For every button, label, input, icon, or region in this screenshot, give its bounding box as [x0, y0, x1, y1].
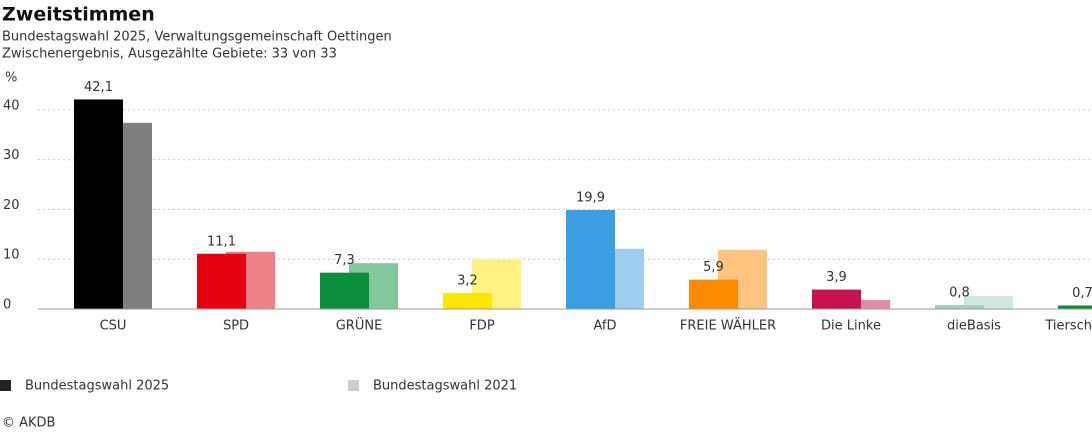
- value-label: 3,9: [826, 270, 847, 285]
- bar: [320, 272, 369, 309]
- bar: [1058, 305, 1092, 309]
- y-tick-label: 20: [3, 198, 20, 213]
- x-tick-label: AfD: [593, 319, 616, 334]
- legend-swatch: [348, 380, 359, 391]
- x-tick-label: Tiersch: [1044, 319, 1092, 334]
- value-label: 11,1: [207, 234, 236, 249]
- chart-title: Zweitstimmen: [2, 4, 155, 26]
- chart-subtitle-2: Zwischenergebnis, Ausgezählte Gebiete: 3…: [2, 47, 337, 62]
- x-tick-label: FREIE WÄHLER: [680, 318, 776, 334]
- x-tick-label: Die Linke: [821, 319, 881, 334]
- bar: [74, 99, 123, 309]
- value-label: 42,1: [84, 80, 113, 95]
- bar: [841, 300, 890, 309]
- source: © AKDB: [2, 416, 55, 431]
- value-label: 0,7: [1072, 286, 1092, 301]
- y-tick-label: 0: [3, 298, 11, 313]
- y-tick-label: 40: [3, 98, 20, 113]
- bar: [566, 209, 615, 309]
- y-axis-label: %: [5, 71, 17, 86]
- value-label: 5,9: [703, 260, 724, 275]
- y-tick-label: 10: [3, 248, 20, 263]
- value-label: 0,8: [949, 286, 970, 301]
- bar: [689, 279, 738, 309]
- value-label: 19,9: [576, 190, 605, 205]
- bar: [812, 289, 861, 309]
- value-label: 7,3: [334, 253, 355, 268]
- x-tick-label: SPD: [223, 319, 249, 334]
- x-tick-label: CSU: [100, 319, 127, 334]
- x-tick-label: dieBasis: [947, 319, 1001, 334]
- x-tick-label: FDP: [469, 319, 494, 334]
- y-tick-label: 30: [3, 148, 20, 163]
- bar: [935, 305, 984, 309]
- bar: [197, 253, 246, 309]
- value-label: 3,2: [457, 274, 478, 289]
- legend-label: Bundestagswahl 2025: [25, 379, 169, 394]
- x-tick-label: GRÜNE: [336, 317, 383, 334]
- legend-label: Bundestagswahl 2021: [373, 379, 517, 394]
- legend-swatch: [0, 380, 11, 391]
- bar: [443, 293, 492, 309]
- chart-subtitle: Bundestagswahl 2025, Verwaltungsgemeinsc…: [2, 30, 392, 45]
